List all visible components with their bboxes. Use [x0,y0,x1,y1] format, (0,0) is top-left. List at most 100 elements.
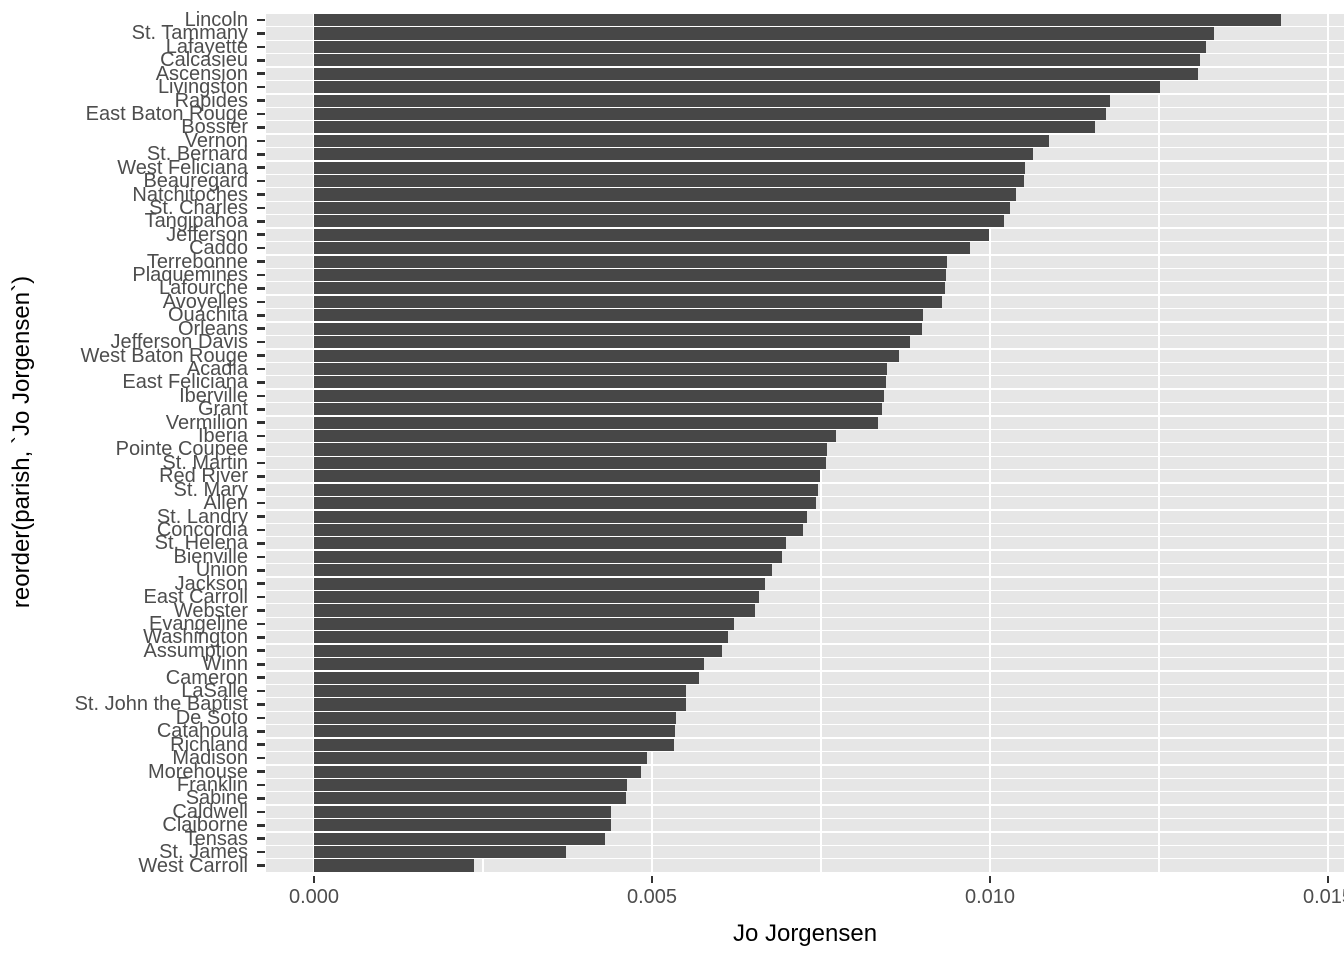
y-tick-mark [257,730,265,733]
y-tick-label: Allen [203,492,248,515]
bar [314,54,1200,67]
y-tick-mark [257,220,265,223]
y-tick-label: Beauregard [143,170,248,193]
y-tick-label: Avoyelles [162,290,248,313]
y-tick-mark [257,555,265,559]
bar [314,497,817,510]
bar [314,188,1016,201]
bar [314,148,1034,161]
bar [314,725,675,738]
bar [314,443,828,456]
y-tick-mark [257,260,265,263]
plot-panel [266,8,1344,876]
bar [314,738,674,751]
y-tick-mark [257,407,265,411]
bar [314,792,626,805]
bar [314,295,942,308]
y-tick-label: Washington [143,626,248,649]
y-tick-label: Madison [172,747,248,770]
bar [314,671,700,684]
y-tick-label: Rapides [174,89,248,112]
bar [314,483,818,496]
bar [314,27,1214,40]
y-tick-label: Winn [202,653,248,676]
y-tick-label: Caldwell [172,800,248,823]
x-tick-mark [988,876,992,883]
x-tick-mark [650,876,654,883]
y-tick-mark [257,756,265,760]
y-tick-label: Iberville [179,384,248,407]
x-tick-label: 0.000 [288,886,340,908]
y-tick-mark [257,582,265,585]
bar [314,376,886,389]
y-tick-mark [257,703,265,706]
bar [314,752,648,765]
y-tick-mark [257,32,265,35]
bar [314,416,878,429]
bar [314,349,899,362]
y-tick-mark [257,421,265,424]
y-tick-label: East Feliciana [122,371,248,394]
bar [314,846,567,859]
y-tick-mark [257,273,265,277]
y-tick-label: Vermilion [165,411,248,434]
y-tick-label: West Baton Rouge [80,344,248,367]
y-tick-label: Morehouse [147,760,248,783]
bar [314,765,641,778]
bar [314,470,821,483]
y-tick-label: Ascension [155,62,248,85]
y-tick-label: Richland [170,733,248,756]
y-tick-label: Claiborne [162,814,248,837]
y-tick-label: West Feliciana [117,156,248,179]
bar [314,805,612,818]
y-tick-label: Union [195,559,248,582]
gridline-minor [1158,8,1160,876]
bar [314,107,1106,121]
bar [314,832,605,845]
y-tick-mark [257,797,265,800]
bar [314,121,1095,134]
y-tick-mark [257,716,265,720]
bar [314,134,1049,147]
bar [314,604,755,617]
y-tick-mark [257,300,265,304]
y-tick-label: Acadia [186,357,248,380]
y-tick-mark [257,823,265,827]
bar [314,550,783,563]
bar [314,631,729,644]
y-tick-mark [257,287,265,290]
gridline-major [988,8,992,876]
y-tick-mark [257,528,265,532]
y-tick-label: Ouachita [167,304,248,327]
y-tick-label: St. John the Baptist [74,693,248,716]
bar [314,282,945,295]
y-tick-mark [257,622,265,626]
bar [314,201,1010,214]
y-tick-mark [257,381,265,384]
y-tick-label: St. Charles [149,196,248,219]
y-tick-mark [257,233,265,237]
bar [314,523,804,537]
bar [314,711,677,724]
bar [314,510,808,523]
bar [314,778,627,792]
bar [314,228,989,241]
y-tick-label: Red River [159,465,248,488]
y-tick-mark [257,354,265,357]
y-tick-label: Plaquemines [132,264,248,287]
bar [314,430,836,443]
bar [314,40,1206,53]
panel-row-stripe [266,859,1344,872]
y-tick-mark [257,609,265,612]
y-tick-mark [257,636,265,639]
y-tick-label: Terrebonne [146,250,248,273]
bar [314,175,1024,188]
gridline-major [1326,8,1330,876]
bar [314,309,924,322]
y-tick-mark [257,152,265,156]
y-tick-mark [257,394,265,398]
y-tick-mark [257,313,265,317]
x-tick-label: 0.010 [964,886,1016,908]
y-tick-mark [257,837,265,840]
y-tick-label: Grant [197,398,248,421]
